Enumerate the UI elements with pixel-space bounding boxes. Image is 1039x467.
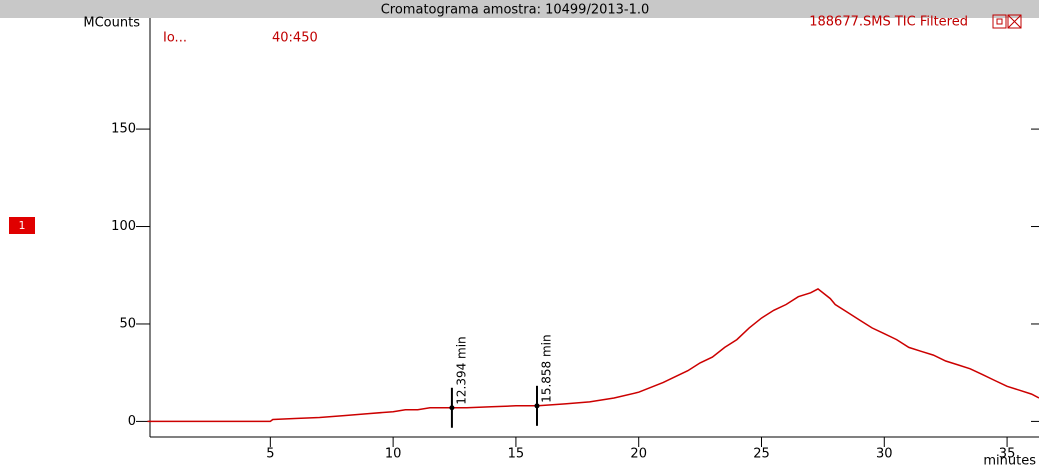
x-tick-label: 10	[385, 447, 402, 462]
y-tick-label: 150	[111, 122, 136, 137]
y-tick-label: 100	[111, 219, 136, 234]
y-tick-label: 0	[128, 414, 136, 429]
close-button[interactable]	[1007, 14, 1022, 29]
peak-label: 15.858 min	[539, 334, 553, 402]
chart-subtitle: 188677.SMS TIC Filtered	[809, 15, 968, 30]
title-bar	[0, 0, 1039, 18]
trace-label: Io...	[163, 31, 187, 46]
mass-range: 40:450	[272, 31, 318, 46]
x-tick-label: 30	[876, 447, 893, 462]
data-line	[147, 288, 1039, 423]
peak-point	[534, 403, 540, 409]
x-tick-label: 25	[753, 447, 770, 462]
window-button-icon	[996, 18, 1003, 25]
close-icon	[1007, 14, 1022, 29]
badge-box	[9, 217, 35, 234]
window-button[interactable]	[992, 14, 1007, 29]
y-tick-label: 50	[119, 316, 136, 331]
x-tick-label: 35	[999, 447, 1016, 462]
x-axis-label: minutes	[983, 454, 1036, 467]
peak-label: 12.394 min	[454, 336, 468, 404]
chart-title: Cromatograma amostra: 10499/2013-1.0	[381, 3, 650, 18]
badge: 1	[19, 219, 26, 232]
x-tick-label: 15	[508, 447, 525, 462]
peak-point	[449, 405, 455, 411]
y-axis-label: MCounts	[83, 16, 140, 31]
x-tick-label: 5	[266, 447, 274, 462]
x-tick-label: 20	[630, 447, 647, 462]
